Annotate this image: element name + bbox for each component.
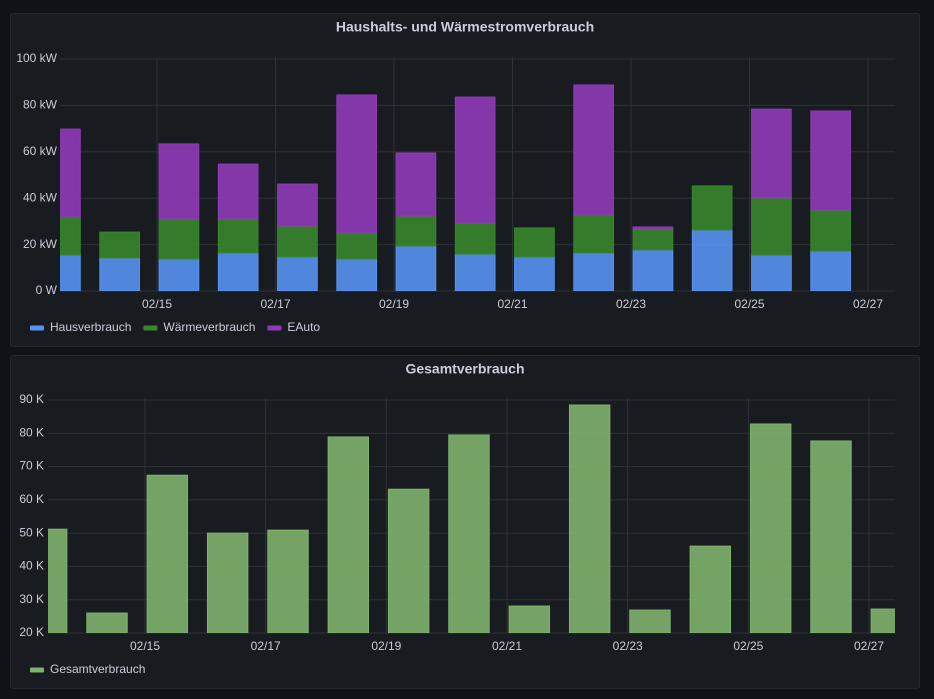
bar: [146, 474, 189, 633]
panel-title: Haushalts- und Wärmestromverbrauch: [336, 19, 594, 35]
bar: [48, 528, 68, 633]
legend-swatch: [143, 325, 158, 331]
x-tick-label: 02/23: [616, 297, 646, 311]
bar: [573, 84, 615, 216]
bar: [158, 218, 200, 260]
x-tick-label: 02/19: [379, 297, 409, 311]
x-tick-label: 02/19: [371, 639, 401, 653]
y-tick-label: 30 K: [19, 592, 44, 606]
bar: [217, 252, 259, 291]
legend-swatch: [30, 325, 44, 331]
bar: [514, 256, 555, 291]
y-tick-label: 0 W: [36, 283, 58, 297]
bar: [454, 222, 496, 255]
bar: [751, 108, 792, 199]
y-tick-label: 60 kW: [23, 144, 58, 158]
y-tick-label: 70 K: [19, 459, 44, 473]
bar: [336, 258, 378, 291]
bar: [508, 605, 551, 633]
bar: [395, 152, 437, 217]
x-tick-label: 02/27: [853, 297, 883, 311]
bar: [689, 545, 732, 633]
x-tick-label: 02/23: [613, 639, 643, 653]
bar: [327, 436, 370, 633]
bar: [277, 225, 318, 258]
bar: [395, 245, 437, 291]
x-tick-label: 02/25: [733, 639, 763, 653]
bar: [751, 254, 792, 291]
legend-label: Gesamtverbrauch: [50, 662, 145, 676]
bar: [336, 232, 378, 260]
bar: [206, 532, 249, 633]
y-tick-label: 90 K: [19, 392, 44, 406]
bar: [336, 94, 378, 234]
y-tick-label: 40 kW: [23, 190, 58, 204]
x-tick-label: 02/17: [251, 639, 281, 653]
bar: [632, 249, 674, 291]
bar: [158, 258, 200, 291]
bar: [454, 253, 496, 291]
y-tick-label: 100 kW: [16, 51, 57, 65]
legend-swatch: [30, 667, 44, 673]
bar: [217, 218, 259, 254]
y-tick-label: 50 K: [19, 525, 44, 539]
bar: [810, 440, 852, 633]
y-tick-label: 20 kW: [23, 237, 58, 251]
panel-title: Gesamtverbrauch: [405, 361, 524, 377]
x-tick-label: 02/27: [854, 639, 884, 653]
bar: [870, 608, 895, 633]
legend-label: Wärmeverbrauch: [163, 320, 255, 334]
bar: [277, 256, 318, 291]
bar: [454, 96, 496, 224]
bar: [267, 529, 309, 633]
bar: [573, 214, 615, 254]
bar: [387, 488, 430, 633]
bar: [60, 128, 81, 218]
bar: [810, 110, 852, 211]
y-tick-label: 40 K: [19, 559, 44, 573]
bar: [395, 215, 437, 247]
y-tick-label: 20 K: [19, 625, 44, 639]
plot-area: [48, 404, 895, 633]
bar: [514, 227, 555, 258]
bar: [629, 609, 671, 633]
bar: [810, 250, 852, 291]
bar: [99, 257, 141, 291]
bar: [751, 197, 792, 256]
plot-area: [60, 84, 852, 291]
bar: [99, 231, 141, 259]
bar: [749, 423, 792, 633]
x-tick-label: 02/21: [492, 639, 522, 653]
y-tick-label: 60 K: [19, 492, 44, 506]
bar: [573, 252, 615, 291]
x-tick-label: 02/15: [130, 639, 160, 653]
y-tick-label: 80 K: [19, 425, 44, 439]
legend-label: Hausverbrauch: [50, 320, 131, 334]
bar: [158, 143, 200, 220]
bar: [448, 434, 490, 633]
bar: [568, 404, 611, 633]
x-tick-label: 02/17: [260, 297, 290, 311]
bar: [632, 226, 674, 230]
legend-label: EAuto: [287, 320, 320, 334]
x-tick-label: 02/21: [497, 297, 527, 311]
legend-swatch: [267, 325, 282, 331]
bar: [217, 163, 259, 220]
bar: [86, 612, 128, 633]
x-tick-label: 02/25: [734, 297, 764, 311]
bar: [277, 183, 318, 227]
bar: [691, 185, 733, 231]
bar: [691, 229, 733, 291]
x-tick-label: 02/15: [142, 297, 172, 311]
bar: [632, 228, 674, 251]
y-tick-label: 80 kW: [23, 98, 58, 112]
bar: [810, 209, 852, 252]
